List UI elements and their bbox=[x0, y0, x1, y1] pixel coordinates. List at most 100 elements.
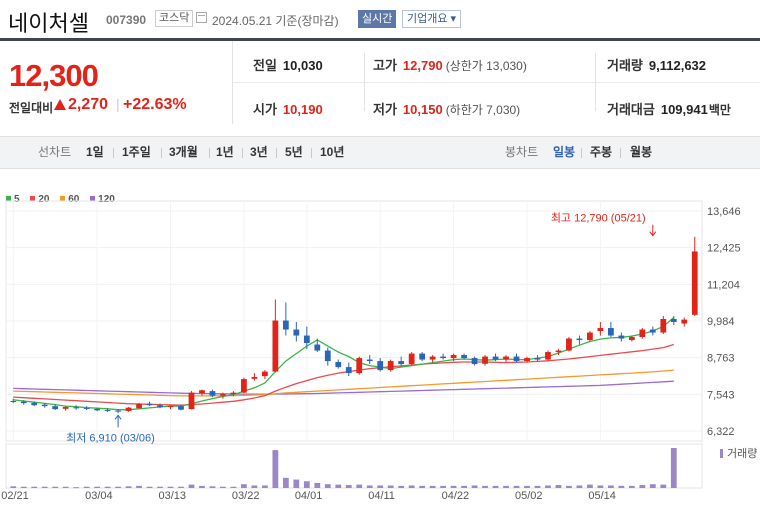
company-info-button[interactable]: 기업개요 ▾ bbox=[402, 10, 462, 28]
volume-bar bbox=[513, 485, 520, 488]
volume-bar bbox=[220, 486, 226, 488]
candle-body bbox=[209, 391, 216, 396]
stat-value: 10,190 bbox=[282, 102, 323, 117]
candle-body bbox=[618, 335, 625, 339]
y-tick-label: 11,204 bbox=[707, 279, 740, 291]
tab-1w[interactable]: 1주일 bbox=[122, 145, 151, 159]
candle-body bbox=[566, 338, 572, 351]
tab-daily[interactable]: 일봉 bbox=[553, 145, 576, 159]
tab-1y[interactable]: 1년 bbox=[216, 145, 234, 159]
tab-5y[interactable]: 5년 bbox=[285, 145, 303, 159]
stats-col-divider bbox=[595, 53, 596, 111]
volume-bar bbox=[377, 485, 384, 488]
candle-body bbox=[398, 361, 405, 365]
volume-bar bbox=[136, 485, 142, 488]
candle-body bbox=[377, 361, 384, 371]
volume-bar bbox=[73, 487, 80, 489]
volume-bar bbox=[618, 485, 625, 488]
y-tick-label: 13,646 bbox=[707, 206, 741, 218]
tab-1d[interactable]: 1일 bbox=[86, 145, 104, 159]
volume-bar bbox=[94, 486, 101, 488]
volume-bar bbox=[241, 484, 247, 488]
ma120-line bbox=[13, 380, 674, 395]
stock-code: 007390 bbox=[106, 13, 147, 27]
volume-bar bbox=[524, 485, 530, 488]
legend-label: 60 bbox=[68, 194, 80, 205]
tab-10y[interactable]: 10년 bbox=[320, 145, 345, 159]
realtime-button[interactable]: 실시간 bbox=[358, 10, 397, 28]
stat-value: 10,150 bbox=[402, 102, 443, 117]
candle-body bbox=[241, 379, 247, 393]
stat-label: 저가 bbox=[373, 102, 397, 117]
x-tick-label: 03/04 bbox=[85, 490, 113, 502]
tab-monthly[interactable]: 월봉 bbox=[630, 145, 653, 159]
x-tick-label: 02/21 bbox=[1, 490, 29, 502]
volume-bar bbox=[261, 485, 268, 488]
volume-bar bbox=[366, 485, 373, 488]
candle-body bbox=[440, 356, 447, 359]
volume-bar bbox=[31, 486, 38, 488]
candle-body bbox=[660, 319, 667, 333]
tab-separator bbox=[242, 148, 243, 158]
volume-bar bbox=[440, 485, 447, 488]
volume-frame bbox=[5, 443, 703, 489]
tab-3y[interactable]: 3년 bbox=[250, 145, 268, 159]
volume-bar bbox=[115, 486, 121, 488]
candle-body bbox=[220, 394, 226, 396]
change-separator: | bbox=[116, 96, 120, 112]
candle-body bbox=[545, 352, 551, 360]
stat-volume: 거래량 9,112,632 bbox=[607, 45, 706, 86]
candle-body bbox=[136, 404, 142, 409]
candle-body bbox=[199, 390, 205, 394]
candle-body bbox=[492, 356, 499, 360]
change-percent: +22.63% bbox=[123, 96, 187, 113]
volume-bar bbox=[356, 484, 363, 488]
ma60-line bbox=[13, 369, 674, 397]
min-arrowhead bbox=[114, 414, 122, 420]
candle-body bbox=[356, 358, 363, 374]
y-tick-label: 9,984 bbox=[707, 316, 735, 328]
volume-bar bbox=[146, 486, 153, 488]
x-tick-label: 04/11 bbox=[368, 490, 395, 502]
candle-body bbox=[146, 403, 153, 406]
volume-bar bbox=[251, 485, 258, 488]
candle-chart-label: 봉차트 bbox=[505, 145, 539, 159]
volume-bar bbox=[461, 485, 467, 488]
volume-bar bbox=[555, 485, 562, 488]
volume-bar bbox=[545, 485, 551, 488]
volume-bar bbox=[587, 484, 593, 488]
volume-bar bbox=[178, 486, 184, 488]
legend-swatch bbox=[30, 196, 36, 201]
tab-3m[interactable]: 3개월 bbox=[169, 145, 198, 159]
volume-bar bbox=[293, 479, 300, 488]
y-tick-label: 6,322 bbox=[707, 426, 735, 438]
tab-weekly[interactable]: 주봉 bbox=[590, 145, 613, 159]
volume-bar bbox=[157, 486, 163, 488]
legend-item-ma120: 120 bbox=[90, 194, 115, 205]
stats-divider bbox=[233, 82, 760, 83]
candle-body bbox=[607, 328, 614, 336]
candle-body bbox=[251, 376, 258, 379]
volume-bar bbox=[649, 484, 656, 488]
x-tick-label: 04/01 bbox=[295, 490, 323, 502]
chart-legend: 5 20 60 120 bbox=[6, 194, 123, 205]
header-divider bbox=[0, 38, 760, 41]
volume-bar bbox=[408, 485, 415, 488]
candle-body bbox=[681, 319, 688, 324]
stock-name: 네이처셀 bbox=[8, 11, 89, 36]
tab-separator bbox=[311, 148, 312, 158]
volume-legend-swatch bbox=[720, 449, 723, 458]
volume-bar bbox=[335, 484, 342, 488]
volume-bar bbox=[660, 484, 667, 488]
volume-bar bbox=[314, 482, 321, 488]
volume-label: 거래량 bbox=[727, 447, 757, 460]
candle-body bbox=[157, 405, 163, 408]
stat-trade-value: 거래대금 109,941백만 bbox=[607, 89, 731, 130]
stat-prev-close: 전일 10,030 bbox=[253, 45, 323, 86]
up-triangle-icon bbox=[54, 99, 66, 110]
stat-label: 고가 bbox=[373, 58, 397, 73]
candle-body bbox=[314, 344, 321, 351]
volume-bar bbox=[209, 486, 216, 488]
legend-item-ma5: 5 bbox=[6, 194, 20, 205]
candle-body bbox=[450, 355, 457, 359]
